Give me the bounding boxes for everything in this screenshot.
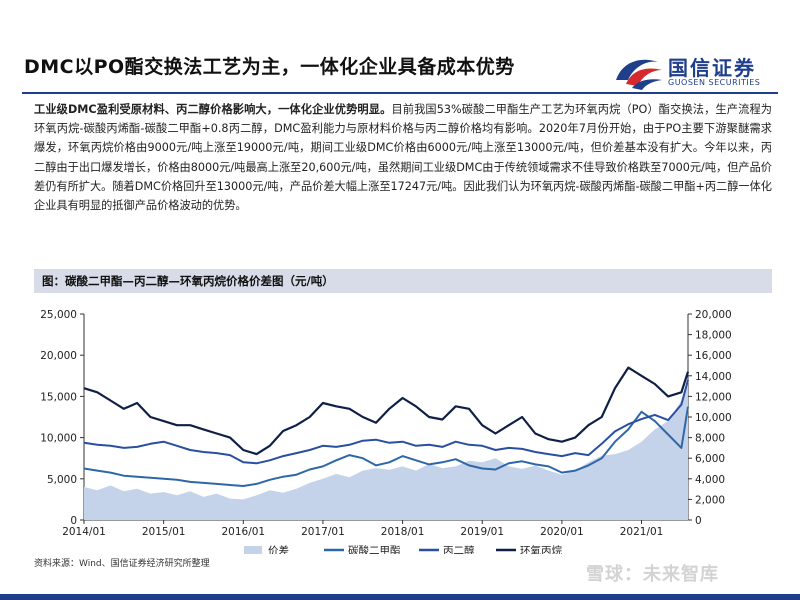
y-left-tick-label: 20,000	[40, 350, 77, 362]
source-note: 资料来源：Wind、国信证券经济研究所整理	[34, 559, 210, 569]
y-right-tick-label: 12,000	[695, 391, 732, 403]
legend-label: 碳酸二甲酯	[348, 544, 401, 554]
x-tick-label: 2017/01	[301, 526, 345, 538]
legend-label: 丙二醇	[443, 544, 475, 554]
body-paragraph: 工业级DMC盈利受原材料、丙二醇价格影响大，一体化企业优势明显。目前我国53%碳…	[34, 100, 772, 215]
guosen-logo-icon	[616, 59, 662, 90]
title-rule	[22, 92, 778, 94]
x-tick-label: 2019/01	[460, 526, 504, 538]
body-rest: 目前我国53%碳酸二甲酯生产工艺为环氧丙烷（PO）酯交换法，生产流程为环氧丙烷-…	[34, 103, 772, 213]
y-left-tick-label: 10,000	[40, 433, 77, 445]
bottom-strip	[0, 594, 800, 600]
y-right-tick-label: 4,000	[695, 474, 725, 486]
logo-subtitle: GUOSEN SECURITIES	[668, 78, 761, 87]
series-line-2	[83, 379, 689, 465]
y-left-tick-label: 15,000	[40, 391, 77, 403]
brand-logo: 国信证券 GUOSEN SECURITIES	[612, 50, 772, 94]
price-spread-chart: 0 5,000 10,000 15,000 20,000 25,000 0 2,000 4,00…	[34, 298, 772, 558]
y-right-tick-label: 6,000	[695, 453, 725, 465]
body-lead: 工业级DMC盈利受原材料、丙二醇价格影响大，一体化企业优势明显。	[34, 103, 392, 116]
x-tick-label: 2018/01	[381, 526, 425, 538]
y-right-tick-label: 0	[695, 515, 702, 527]
legend-label: 价差	[268, 544, 289, 554]
figure-title: 图：碳酸二甲酯—丙二醇—环氧丙烷价格价差图（元/吨）	[42, 274, 334, 288]
series-line-1	[83, 406, 689, 487]
y-left-tick-label: 0	[70, 515, 77, 527]
figure-title-bar: 图：碳酸二甲酯—丙二醇—环氧丙烷价格价差图（元/吨）	[34, 269, 772, 293]
legend-swatch-spread	[244, 546, 262, 554]
y-right-tick-label: 10,000	[695, 412, 732, 424]
logo-name: 国信证券	[668, 56, 756, 80]
series-area-spread	[84, 379, 688, 520]
x-tick-label: 2021/01	[620, 526, 664, 538]
x-tick-label: 2015/01	[142, 526, 186, 538]
y-right-tick-label: 14,000	[695, 371, 732, 383]
y-right-tick-label: 16,000	[695, 350, 732, 362]
chart-svg: 0 5,000 10,000 15,000 20,000 25,000 0 2,000 4,00…	[40, 309, 732, 557]
x-tick-label: 2014/01	[62, 526, 106, 538]
watermark: 雪球：未来智库	[586, 564, 719, 585]
y-right-tick-label: 8,000	[695, 433, 725, 445]
page-title: DMC以PO酯交换法工艺为主，一体化企业具备成本优势	[24, 56, 515, 78]
legend-label: 环氧丙烷	[520, 544, 562, 554]
y-left-tick-label: 25,000	[40, 309, 77, 321]
series-line-3	[83, 366, 690, 456]
y-right-tick-label: 18,000	[695, 330, 732, 342]
y-left-tick-label: 5,000	[47, 474, 77, 486]
y-right-tick-label: 2,000	[695, 494, 725, 506]
x-tick-label: 2020/01	[540, 526, 584, 538]
x-tick-label: 2016/01	[221, 526, 265, 538]
y-right-tick-label: 20,000	[695, 309, 732, 321]
